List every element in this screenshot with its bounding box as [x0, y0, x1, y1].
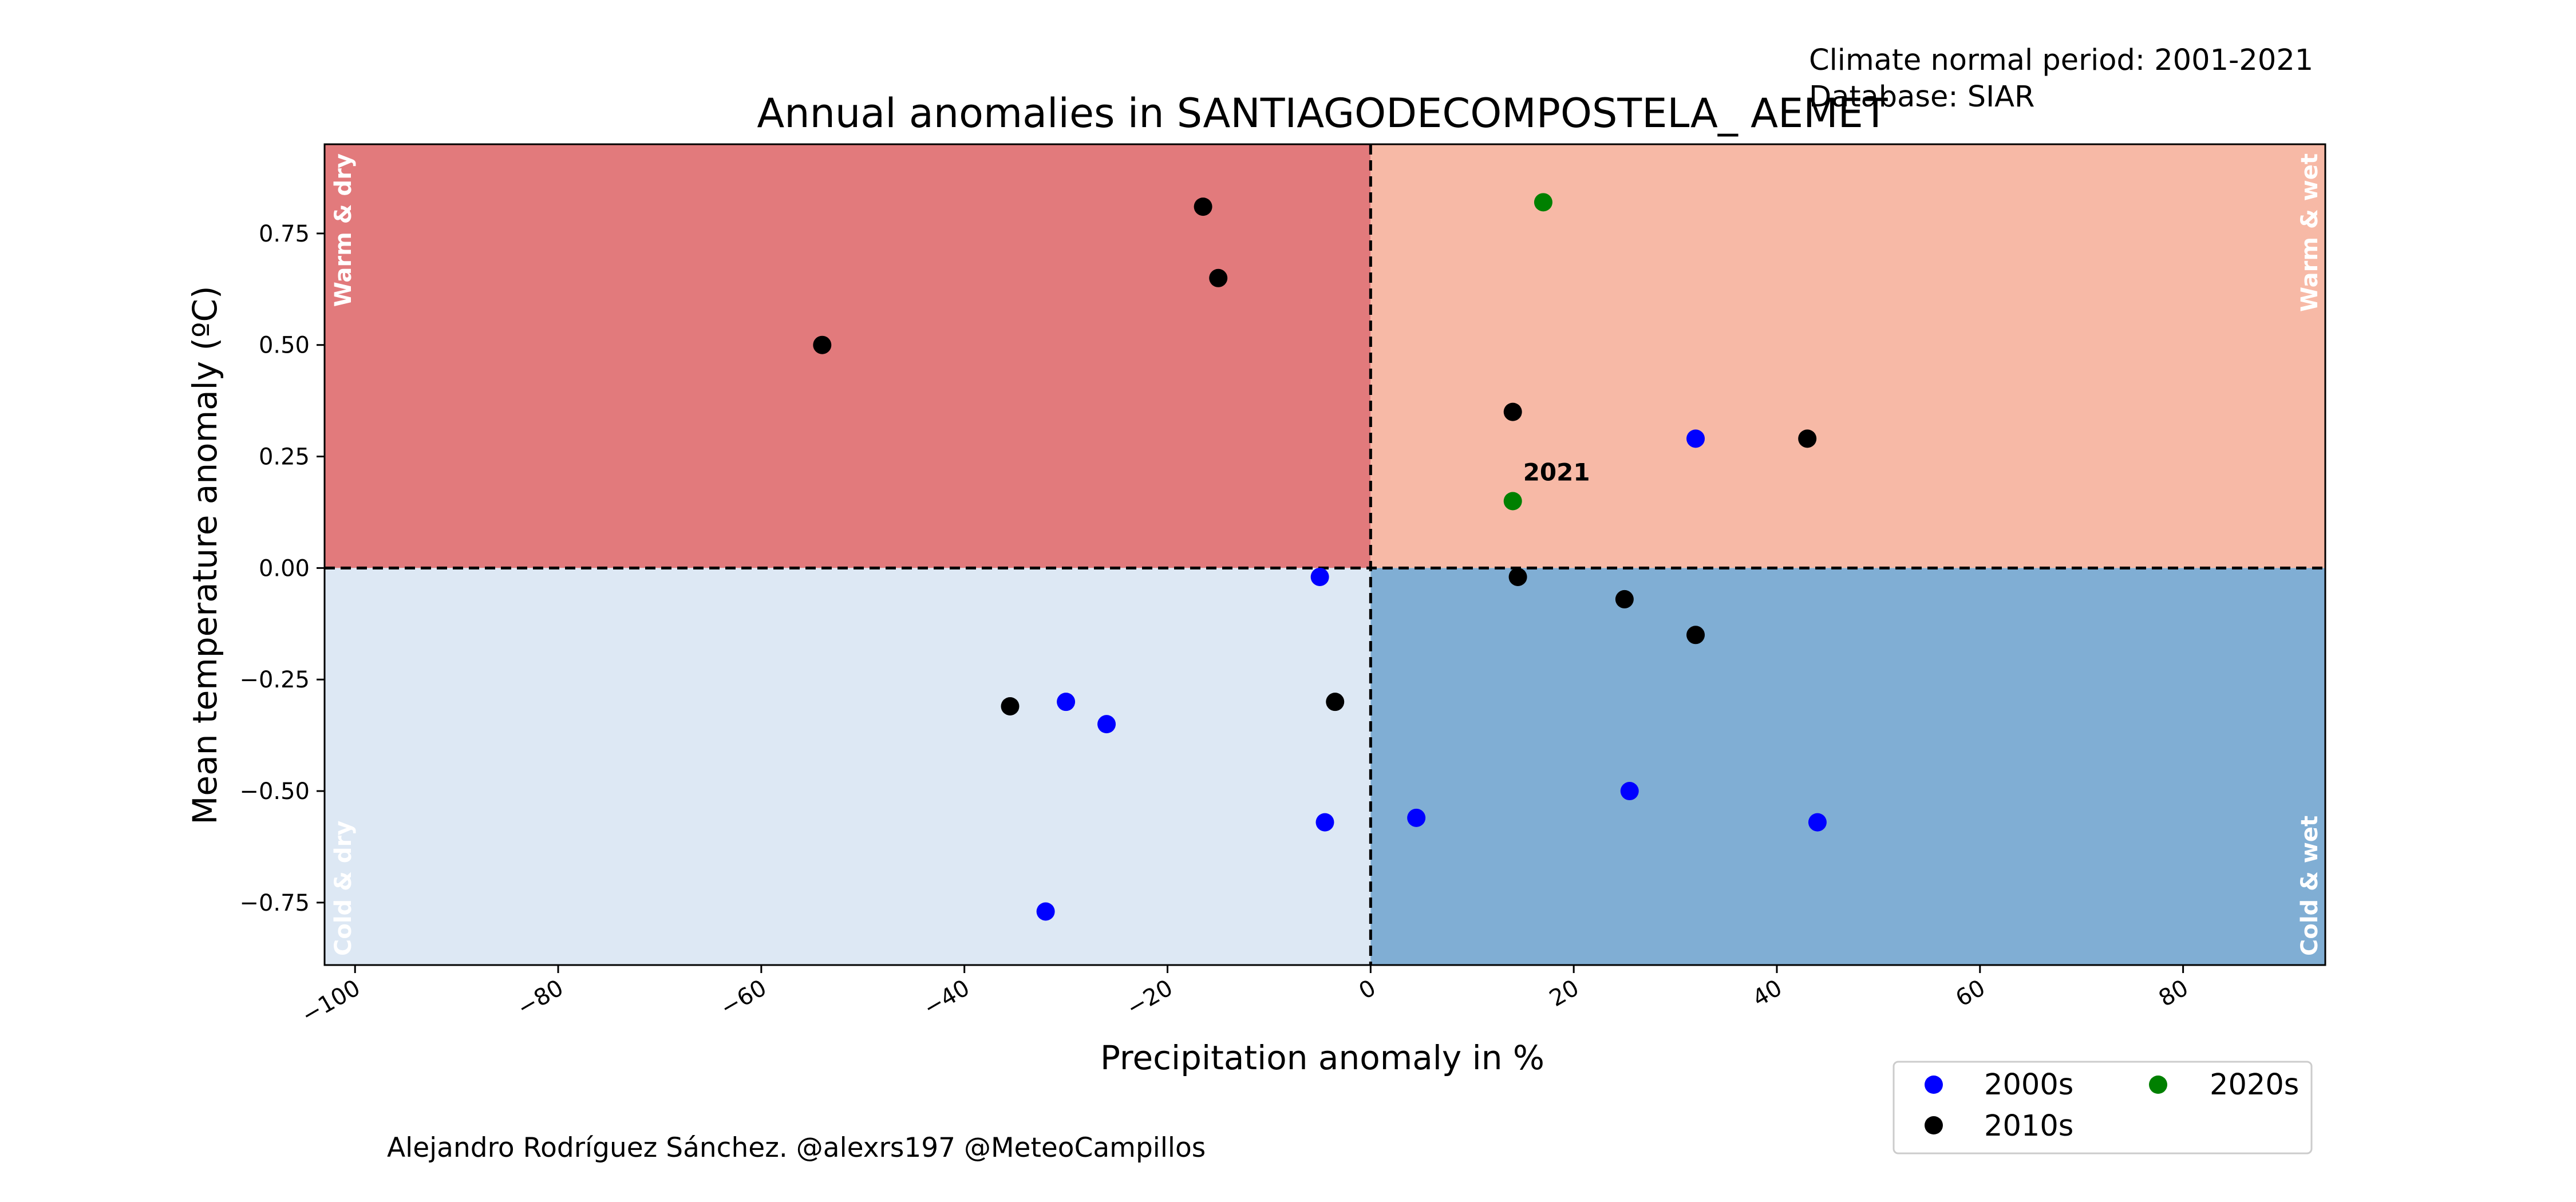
- quadrant-warm-wet: [1370, 144, 2325, 568]
- quadrant-label-warm-wet: Warm & wet: [2297, 153, 2323, 312]
- legend-frame: [1893, 1061, 2313, 1154]
- data-point-2020s: [1503, 492, 1522, 511]
- x-tick-label: 40: [1748, 975, 1787, 1012]
- quadrant-backgrounds: [325, 144, 2325, 965]
- data-point-2010s: [813, 335, 832, 354]
- data-point-2000s: [1310, 567, 1329, 586]
- legend-marker-2020s: [2149, 1076, 2167, 1094]
- x-tick-label: −80: [513, 975, 568, 1022]
- y-axis-label: Mean temperature anomaly (ºC): [185, 286, 224, 824]
- data-point-2000s: [1686, 429, 1705, 448]
- x-axis-label: Precipitation anomaly in %: [1100, 1038, 1544, 1077]
- data-point-2010s: [1508, 567, 1527, 586]
- x-axis-ticks: −100 −80 −60 −40 −20 0 20 40 60 80: [297, 965, 2193, 1029]
- legend-marker-2010s: [1925, 1116, 1943, 1134]
- chart-title: Annual anomalies in SANTIAGODECOMPOSTELA…: [757, 90, 1888, 137]
- data-point-2000s: [1620, 782, 1639, 801]
- x-tick-label: 60: [1951, 975, 1990, 1012]
- x-tick-label: −100: [297, 975, 365, 1029]
- data-point-2010s: [1686, 626, 1705, 645]
- data-point-2010s: [1194, 197, 1212, 216]
- quadrant-label-cold-wet: Cold & wet: [2297, 816, 2323, 956]
- y-tick-label: −0.75: [239, 890, 310, 916]
- legend-label-2000s: 2000s: [1984, 1068, 2073, 1102]
- data-point-2010s: [1615, 590, 1634, 608]
- quadrant-cold-dry: [325, 568, 1371, 965]
- y-tick-label: 0.00: [259, 555, 310, 582]
- plot-frame: [323, 143, 2326, 966]
- data-point-2010s: [1503, 402, 1522, 421]
- quadrant-label-cold-dry: Cold & dry: [330, 821, 357, 956]
- x-tick-label: −20: [1122, 975, 1177, 1022]
- annotation-label: 2021: [1523, 458, 1590, 486]
- y-tick-label: −0.25: [239, 667, 310, 693]
- quadrant-warm-dry: [325, 144, 1371, 568]
- y-tick-label: 0.25: [259, 444, 310, 470]
- database-note: Database: SIAR: [1809, 80, 2034, 114]
- y-tick-label: 0.75: [259, 221, 310, 247]
- data-point-2020s: [1534, 193, 1552, 212]
- data-point-2000s: [1407, 808, 1426, 827]
- legend-label-2010s: 2010s: [1984, 1109, 2073, 1143]
- data-point-2010s: [1001, 697, 1020, 715]
- quadrant-labels: Warm & dry Warm & wet Cold & dry Cold & wet: [330, 153, 2323, 956]
- quadrant-cold-wet: [1370, 568, 2325, 965]
- x-tick-label: 80: [2155, 975, 2193, 1012]
- y-tick-label: 0.50: [259, 333, 310, 359]
- data-point-2000s: [1097, 715, 1116, 734]
- data-point-2010s: [1326, 693, 1345, 711]
- climate-period-note: Climate normal period: 2001-2021: [1809, 44, 2313, 77]
- x-tick-label: −40: [919, 975, 974, 1022]
- data-point-2010s: [1209, 268, 1228, 287]
- data-point-2000s: [1315, 813, 1334, 832]
- data-point-2000s: [1057, 693, 1076, 711]
- data-point-2000s: [1036, 902, 1055, 921]
- quadrant-label-warm-dry: Warm & dry: [330, 153, 357, 307]
- reference-lines: [325, 144, 2325, 965]
- legend-label-2020s: 2020s: [2210, 1068, 2299, 1102]
- x-tick-label: −60: [716, 975, 771, 1022]
- credit-text: Alejandro Rodríguez Sánchez. @alexrs197 …: [387, 1132, 1206, 1164]
- y-axis-ticks: 0.75 0.50 0.25 0.00 −0.25 −0.50 −0.75: [239, 221, 325, 916]
- x-tick-label: 20: [1545, 975, 1583, 1012]
- x-tick-label: 0: [1354, 975, 1380, 1005]
- legend: 2000s 2010s 2020s: [1893, 1061, 2313, 1154]
- annotations: 2021: [1523, 458, 1590, 486]
- y-tick-label: −0.50: [239, 778, 310, 805]
- data-point-2000s: [1808, 813, 1827, 832]
- data-points: [813, 193, 1827, 921]
- data-point-2010s: [1798, 429, 1817, 448]
- legend-marker-2000s: [1925, 1076, 1943, 1094]
